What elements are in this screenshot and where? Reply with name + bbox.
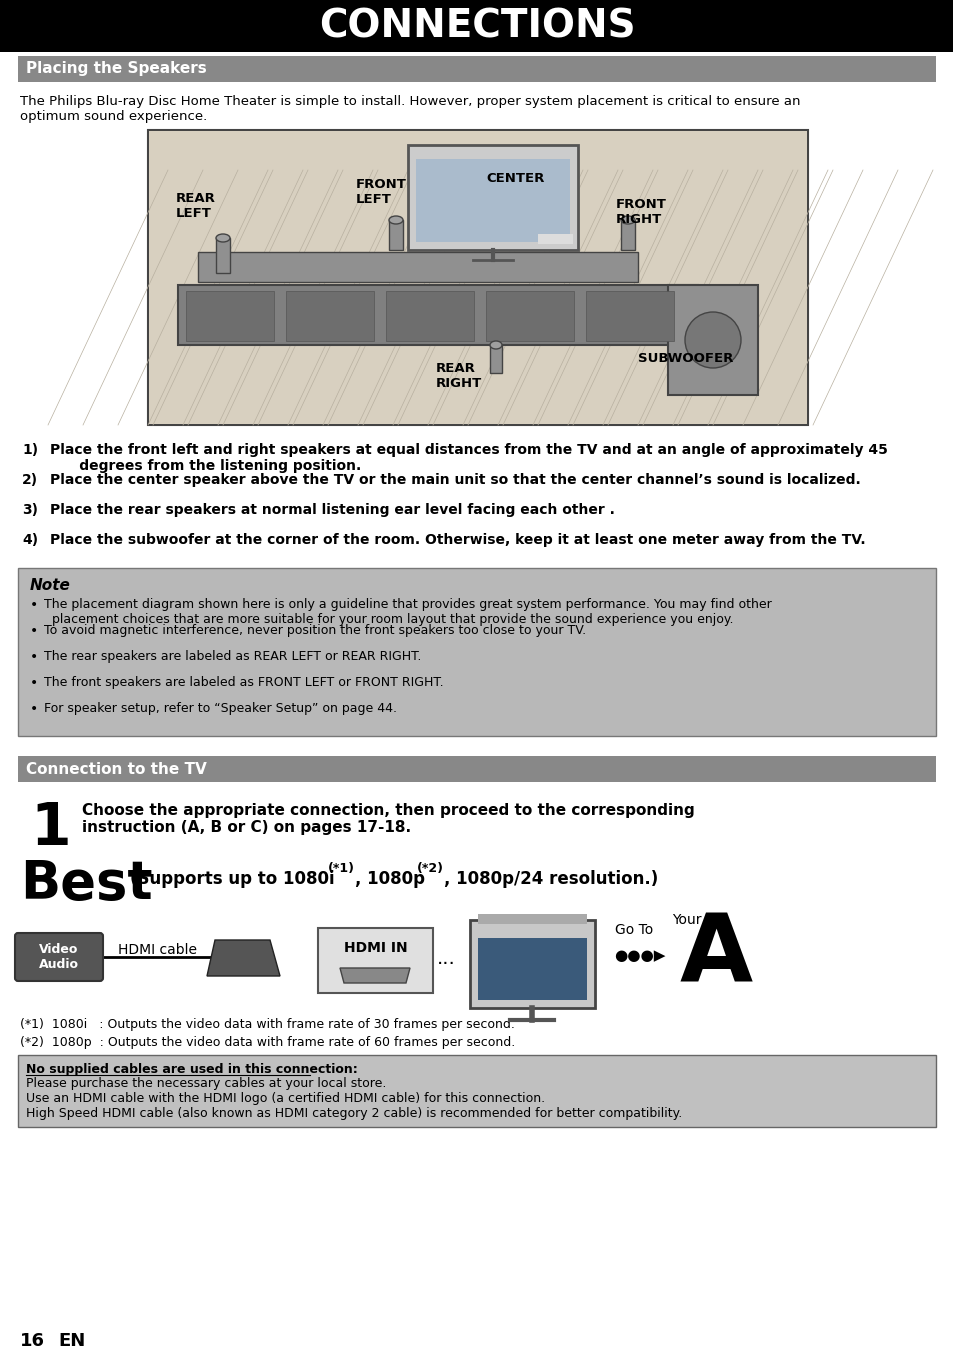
Text: ...: ... bbox=[436, 949, 455, 968]
Text: 4): 4) bbox=[22, 532, 38, 547]
Bar bbox=[416, 159, 569, 243]
Text: (Supports up to 1080i: (Supports up to 1080i bbox=[130, 869, 335, 888]
Text: SUBWOOFER: SUBWOOFER bbox=[638, 352, 733, 365]
FancyBboxPatch shape bbox=[15, 933, 103, 981]
Text: For speaker setup, refer to “Speaker Setup” on page 44.: For speaker setup, refer to “Speaker Set… bbox=[44, 702, 396, 714]
Text: 2): 2) bbox=[22, 473, 38, 487]
Bar bbox=[485, 291, 574, 341]
Text: 1): 1) bbox=[22, 443, 38, 457]
Text: (*2)  1080p  : Outputs the video data with frame rate of 60 frames per second.: (*2) 1080p : Outputs the video data with… bbox=[20, 1037, 515, 1049]
Text: The Philips Blu-ray Disc Home Theater is simple to install. However, proper syst: The Philips Blu-ray Disc Home Theater is… bbox=[20, 94, 800, 123]
Ellipse shape bbox=[389, 216, 402, 224]
Text: 16: 16 bbox=[20, 1332, 45, 1348]
Bar bbox=[286, 291, 374, 341]
Bar bbox=[18, 756, 935, 782]
Text: Use an HDMI cable with the HDMI logo (a certified HDMI cable) for this connectio: Use an HDMI cable with the HDMI logo (a … bbox=[26, 1092, 544, 1105]
Text: REAR
RIGHT: REAR RIGHT bbox=[436, 363, 482, 390]
Ellipse shape bbox=[215, 235, 230, 243]
Bar bbox=[585, 291, 673, 341]
Text: Place the center speaker above the TV or the main unit so that the center channe: Place the center speaker above the TV or… bbox=[50, 473, 860, 487]
Text: HDMI cable: HDMI cable bbox=[118, 944, 196, 957]
Text: , 1080p/24 resolution.): , 1080p/24 resolution.) bbox=[443, 869, 658, 888]
Text: (*2): (*2) bbox=[416, 861, 443, 875]
Text: Your TV: Your TV bbox=[671, 913, 723, 927]
Text: •: • bbox=[30, 702, 38, 716]
Ellipse shape bbox=[490, 341, 501, 349]
Bar bbox=[386, 291, 474, 341]
Text: ●●●▶: ●●●▶ bbox=[614, 948, 665, 962]
Bar bbox=[477, 938, 586, 1000]
Text: The front speakers are labeled as FRONT LEFT or FRONT RIGHT.: The front speakers are labeled as FRONT … bbox=[44, 675, 443, 689]
Text: Video
Audio: Video Audio bbox=[39, 944, 79, 971]
Text: A: A bbox=[679, 910, 752, 1002]
Text: , 1080p: , 1080p bbox=[355, 869, 424, 888]
Bar bbox=[18, 57, 935, 82]
Bar bbox=[186, 291, 274, 341]
Bar bbox=[389, 220, 402, 249]
Bar bbox=[667, 284, 758, 395]
Text: Place the subwoofer at the corner of the room. Otherwise, keep it at least one m: Place the subwoofer at the corner of the… bbox=[50, 532, 864, 547]
Text: (*1): (*1) bbox=[328, 861, 355, 875]
Polygon shape bbox=[339, 968, 410, 983]
Text: Choose the appropriate connection, then proceed to the corresponding
instruction: Choose the appropriate connection, then … bbox=[82, 803, 694, 836]
Text: •: • bbox=[30, 675, 38, 690]
Text: The rear speakers are labeled as REAR LEFT or REAR RIGHT.: The rear speakers are labeled as REAR LE… bbox=[44, 650, 421, 663]
Text: EN: EN bbox=[58, 1332, 85, 1348]
Bar bbox=[149, 131, 806, 425]
Bar bbox=[178, 284, 698, 345]
Circle shape bbox=[684, 311, 740, 368]
Text: HDMI IN: HDMI IN bbox=[343, 941, 407, 954]
Bar bbox=[408, 146, 578, 249]
Bar bbox=[215, 239, 230, 274]
Text: Connection to the TV: Connection to the TV bbox=[26, 762, 207, 776]
Text: FRONT
RIGHT: FRONT RIGHT bbox=[616, 198, 666, 226]
Text: Place the front left and right speakers at equal distances from the TV and at an: Place the front left and right speakers … bbox=[50, 443, 887, 473]
Text: •: • bbox=[30, 599, 38, 612]
Text: High Speed HDMI cable (also known as HDMI category 2 cable) is recommended for b: High Speed HDMI cable (also known as HDM… bbox=[26, 1107, 681, 1120]
Text: Best: Best bbox=[20, 857, 152, 910]
Bar bbox=[0, 0, 953, 53]
Text: Note: Note bbox=[30, 578, 71, 593]
Bar bbox=[18, 568, 935, 736]
Text: No supplied cables are used in this connection:: No supplied cables are used in this conn… bbox=[26, 1064, 357, 1076]
Ellipse shape bbox=[620, 216, 635, 224]
Polygon shape bbox=[207, 940, 280, 976]
Bar bbox=[490, 345, 501, 373]
Text: (*1)  1080i   : Outputs the video data with frame rate of 30 frames per second.: (*1) 1080i : Outputs the video data with… bbox=[20, 1018, 515, 1031]
Bar bbox=[477, 914, 586, 923]
Text: FRONT
LEFT: FRONT LEFT bbox=[355, 178, 406, 206]
Text: 3): 3) bbox=[22, 503, 38, 518]
Bar bbox=[470, 919, 595, 1008]
Text: Go To: Go To bbox=[615, 923, 653, 937]
Text: The placement diagram shown here is only a guideline that provides great system : The placement diagram shown here is only… bbox=[44, 599, 771, 625]
Text: REAR
LEFT: REAR LEFT bbox=[175, 191, 215, 220]
Text: Please purchase the necessary cables at your local store.: Please purchase the necessary cables at … bbox=[26, 1077, 386, 1091]
Text: •: • bbox=[30, 624, 38, 638]
Bar bbox=[537, 235, 573, 244]
Bar bbox=[620, 220, 635, 249]
Text: Placing the Speakers: Placing the Speakers bbox=[26, 62, 207, 77]
Text: Place the rear speakers at normal listening ear level facing each other .: Place the rear speakers at normal listen… bbox=[50, 503, 615, 518]
Bar bbox=[198, 252, 638, 282]
Text: •: • bbox=[30, 650, 38, 665]
Text: CENTER: CENTER bbox=[485, 173, 544, 185]
Bar bbox=[148, 129, 807, 425]
Text: To avoid magnetic interference, never position the front speakers too close to y: To avoid magnetic interference, never po… bbox=[44, 624, 585, 638]
Text: 1: 1 bbox=[30, 799, 71, 857]
Text: CONNECTIONS: CONNECTIONS bbox=[318, 7, 635, 44]
Bar bbox=[317, 927, 433, 993]
Bar bbox=[18, 1055, 935, 1127]
